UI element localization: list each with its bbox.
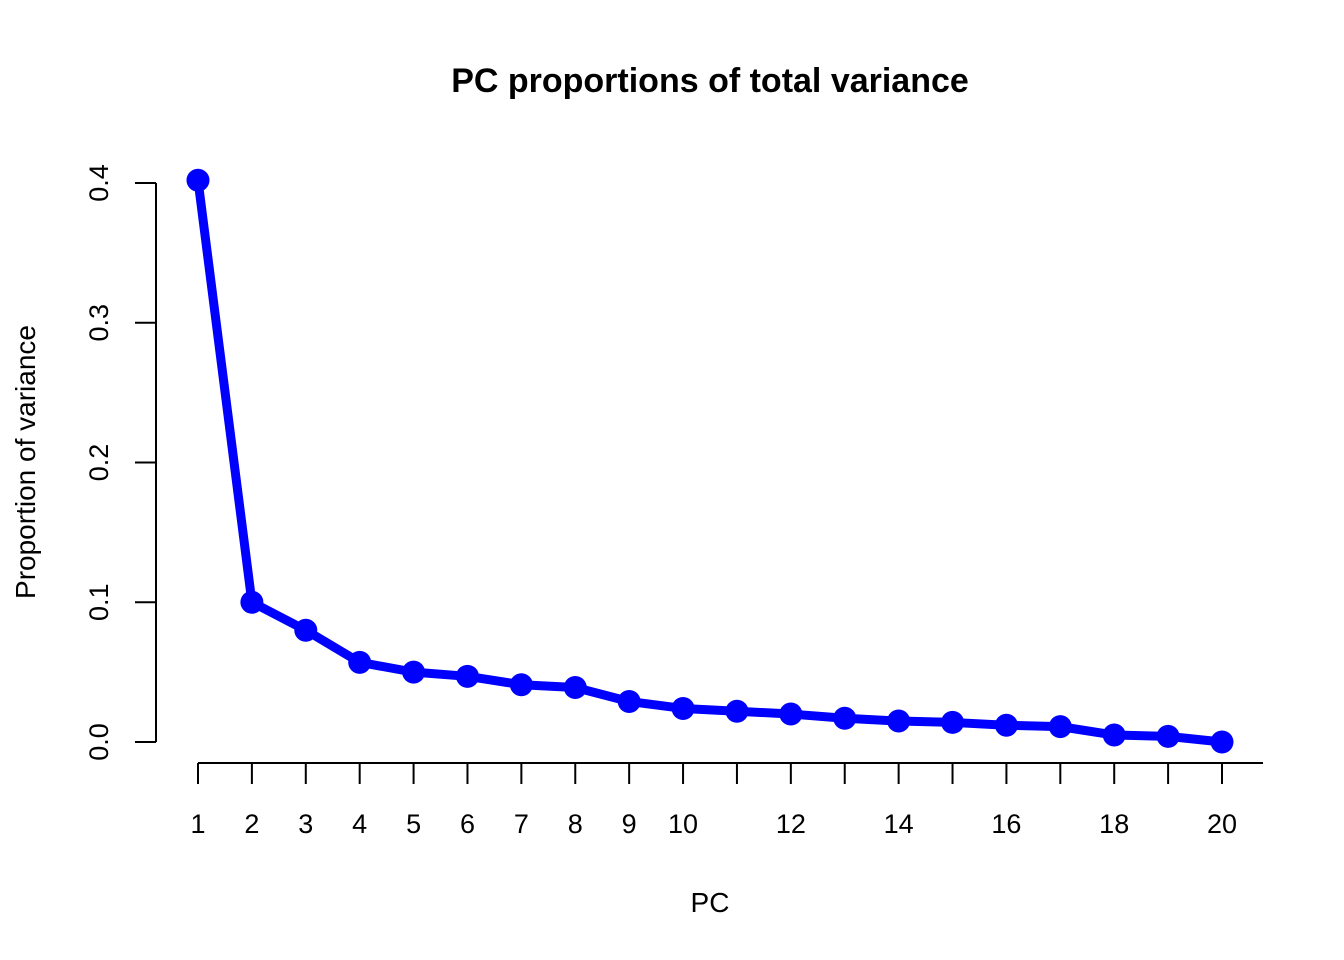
y-tick-label: 0.4 xyxy=(84,164,114,202)
data-point xyxy=(941,710,965,734)
x-tick-label: 16 xyxy=(991,809,1021,839)
x-tick-label: 14 xyxy=(884,809,914,839)
data-point xyxy=(1048,715,1072,739)
x-tick-label: 12 xyxy=(776,809,806,839)
data-point xyxy=(833,706,857,730)
data-point xyxy=(509,673,533,697)
y-axis-label: Proportion of variance xyxy=(10,325,41,599)
y-tick-label: 0.1 xyxy=(84,583,114,621)
data-point xyxy=(186,168,210,192)
data-point xyxy=(671,696,695,720)
data-point xyxy=(887,709,911,733)
y-tick-label: 0.0 xyxy=(84,723,114,761)
x-tick-label: 20 xyxy=(1207,809,1237,839)
y-axis: 0.0 0.1 0.2 0.3 0.4 xyxy=(84,164,157,761)
data-point xyxy=(563,675,587,699)
x-tick-label: 1 xyxy=(190,809,205,839)
chart-title: PC proportions of total variance xyxy=(451,62,969,100)
data-point xyxy=(1210,730,1234,754)
data-point xyxy=(1102,723,1126,747)
x-tick-label: 3 xyxy=(298,809,313,839)
x-tick-label: 6 xyxy=(460,809,475,839)
x-axis-label: PC xyxy=(691,887,730,918)
data-point xyxy=(994,713,1018,737)
data-point xyxy=(1156,724,1180,748)
y-tick-label: 0.3 xyxy=(84,304,114,342)
y-tick-label: 0.2 xyxy=(84,444,114,482)
x-tick-label: 10 xyxy=(668,809,698,839)
data-point xyxy=(348,650,372,674)
x-tick-label: 5 xyxy=(406,809,421,839)
x-axis: 1 2 3 4 5 6 7 8 9 10 12 14 16 18 20 xyxy=(190,762,1263,839)
x-tick-label: 9 xyxy=(622,809,637,839)
x-tick-label: 8 xyxy=(568,809,583,839)
x-tick-label: 7 xyxy=(514,809,529,839)
series-layer xyxy=(186,168,1234,754)
data-point xyxy=(402,660,426,684)
data-point xyxy=(779,702,803,726)
data-point xyxy=(294,618,318,642)
data-point xyxy=(725,699,749,723)
x-tick-label: 4 xyxy=(352,809,367,839)
x-tick-label: 18 xyxy=(1099,809,1129,839)
data-point xyxy=(455,664,479,688)
data-point xyxy=(240,590,264,614)
x-tick-label: 2 xyxy=(244,809,259,839)
data-point xyxy=(617,689,641,713)
